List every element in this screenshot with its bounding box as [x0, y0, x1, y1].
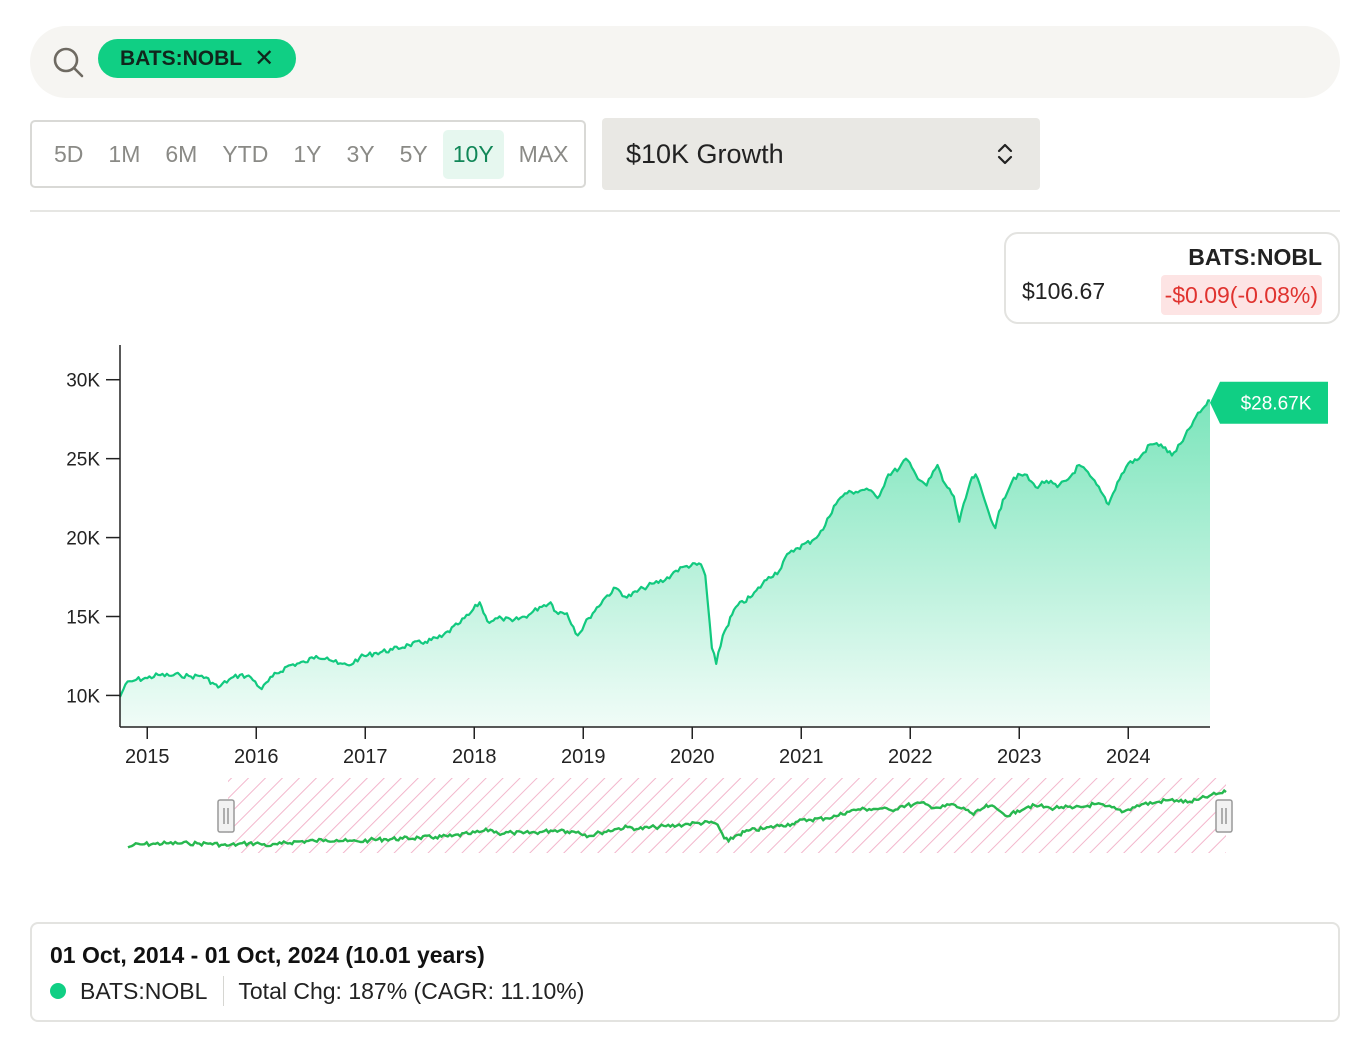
- y-tick-label: 15K: [66, 608, 100, 629]
- chevron-up-down-icon: [997, 143, 1013, 165]
- range-button-ytd[interactable]: YTD: [222, 140, 269, 167]
- y-tick-label: 10K: [66, 686, 100, 707]
- navigator-handle-right[interactable]: [1215, 799, 1233, 833]
- divider: [30, 210, 1340, 212]
- range-button-10y[interactable]: 10Y: [442, 129, 504, 179]
- navigator-line: [127, 788, 1227, 849]
- x-tick-label: 2016: [234, 746, 279, 768]
- x-tick-label: 2021: [779, 746, 824, 768]
- series-line: [118, 399, 1211, 698]
- summary-date-range: 01 Oct, 2014 - 01 Oct, 2024 (10.01 years…: [50, 942, 485, 968]
- y-tick-label: 20K: [66, 529, 100, 550]
- price-card-ticker: BATS:NOBL: [1188, 244, 1322, 270]
- y-tick-label: 30K: [66, 371, 100, 392]
- range-button-5y[interactable]: 5Y: [399, 140, 428, 167]
- price-card-price: $106.67: [1022, 278, 1106, 304]
- range-button-5d[interactable]: 5D: [54, 140, 84, 167]
- summary-change: Total Chg: 187% (CAGR: 11.10%): [238, 977, 585, 1004]
- x-tick-label: 2018: [452, 746, 497, 768]
- last-value-label: $28.67K: [1241, 394, 1312, 415]
- summary-panel: 01 Oct, 2014 - 01 Oct, 2024 (10.01 years…: [30, 922, 1340, 1022]
- series-dot-icon: [50, 983, 66, 999]
- x-tick-label: 2019: [561, 746, 606, 768]
- summary-row: BATS:NOBL Total Chg: 187% (CAGR: 11.10%): [50, 976, 584, 1006]
- x-tick-label: 2023: [997, 746, 1042, 768]
- search-icon[interactable]: [52, 46, 84, 78]
- time-range-selector: 5D 1M 6M YTD 1Y 3Y 5Y 10Y MAX: [30, 120, 586, 188]
- y-tick-label: 25K: [66, 450, 100, 471]
- x-tick-label: 2020: [670, 746, 715, 768]
- ticker-chip-label: BATS:NOBL: [120, 46, 243, 70]
- metric-select[interactable]: $10K Growth: [602, 118, 1040, 190]
- range-button-max[interactable]: MAX: [518, 140, 569, 167]
- ticker-chip[interactable]: BATS:NOBL ✕: [98, 39, 297, 78]
- range-button-6m[interactable]: 6M: [165, 140, 198, 167]
- navigator-handle-left[interactable]: [217, 799, 235, 833]
- x-tick-label: 2015: [125, 746, 170, 768]
- navigator-selection[interactable]: [228, 778, 1226, 853]
- x-tick-label: 2022: [888, 746, 933, 768]
- range-button-1m[interactable]: 1M: [108, 140, 141, 167]
- x-icon[interactable]: ✕: [254, 44, 275, 72]
- summary-ticker: BATS:NOBL: [80, 977, 208, 1004]
- last-value-tag: [1210, 381, 1328, 424]
- main-plot: 30K 25K 20K 15K 10K 2015 2016 2017 2018 2019 2020 2…: [66, 345, 1328, 768]
- summary-separator: [223, 976, 225, 1006]
- range-navigator[interactable]: [127, 778, 1233, 853]
- x-tick-label: 2024: [1106, 746, 1151, 768]
- range-button-1y[interactable]: 1Y: [293, 140, 322, 167]
- price-card: BATS:NOBL $106.67 -$0.09(-0.08%): [1004, 232, 1340, 324]
- series-area: [120, 400, 1210, 727]
- range-button-3y[interactable]: 3Y: [346, 140, 375, 167]
- x-tick-label: 2017: [343, 746, 388, 768]
- price-card-change: -$0.09(-0.08%): [1160, 275, 1322, 315]
- growth-chart[interactable]: 30K 25K 20K 15K 10K 2015 2016 2017 2018 2019 2020 2…: [0, 330, 1358, 870]
- metric-select-value: $10K Growth: [626, 138, 784, 169]
